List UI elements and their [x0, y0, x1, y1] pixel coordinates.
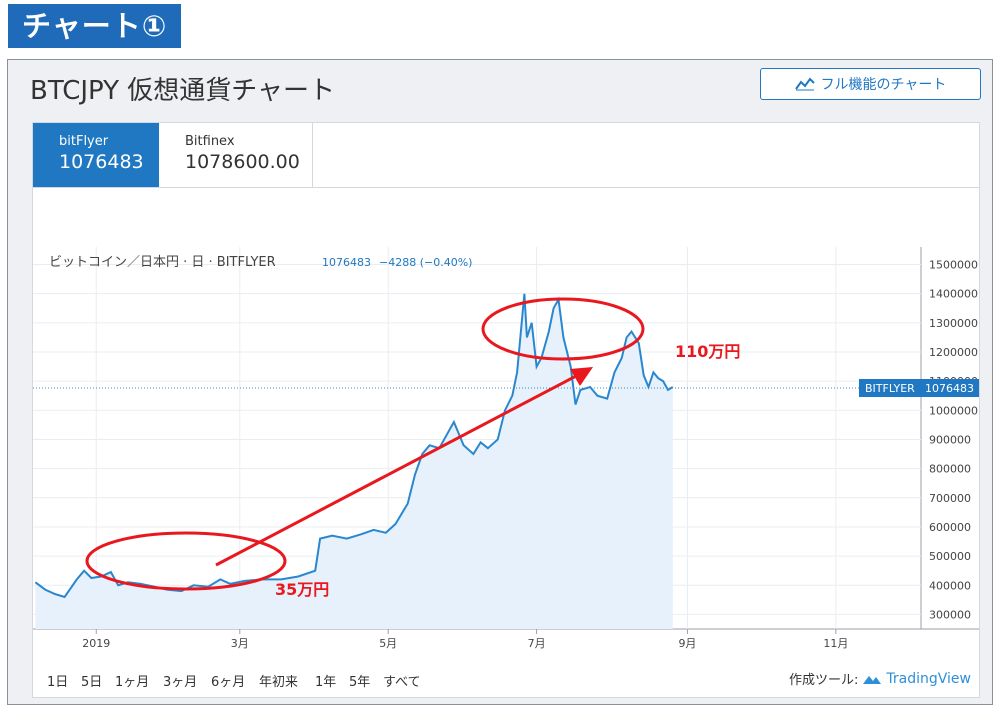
credit-brand[interactable]: TradingView [886, 670, 971, 687]
legend-change: −4288 (−0.40%) [379, 256, 472, 269]
price-tag-label: BITFLYER [865, 382, 915, 395]
legend-price: 1076483 [322, 256, 371, 269]
y-tick-label: 300000 [929, 608, 971, 621]
range-ytd-button[interactable]: 年初来 [259, 675, 299, 690]
high-price-annotation: 110万円 [675, 342, 740, 361]
full-chart-button[interactable]: フル機能のチャート [760, 68, 981, 100]
tradingview-logo-icon [863, 675, 882, 684]
low-price-annotation: 35万円 [275, 580, 329, 599]
price-tag-value: 1076483 [925, 382, 974, 395]
section-heading: チャート① [8, 4, 182, 48]
y-tick-label: 1200000 [929, 346, 978, 359]
chart-icon [794, 77, 815, 91]
trend-arrow [215, 373, 579, 567]
tab-bitflyer[interactable]: bitFlyer 1076483 [33, 123, 159, 187]
range-5d-button[interactable]: 5日 [81, 675, 103, 690]
page-title: BTCJPY 仮想通貨チャート [30, 76, 336, 106]
range-1d-button[interactable]: 1日 [47, 675, 69, 690]
range-3m-button[interactable]: 3ヶ月 [163, 675, 198, 690]
x-tick-label: 11月 [823, 637, 848, 650]
legend-symbol: ビットコイン／日本円 · 日 · BITFLYER [49, 255, 276, 270]
tab-divider [33, 187, 979, 188]
arrow-head-icon [570, 367, 593, 386]
chart-widget: BTCJPY 仮想通貨チャート フル機能のチャート bitFlyer 10764… [7, 59, 993, 705]
y-tick-label: 800000 [929, 463, 971, 476]
range-toolbar: 1日 5日 1ヶ月 3ヶ月 6ヶ月 年初来 1年 5年 すべて 作成ツール: T… [33, 659, 979, 697]
price-chart[interactable]: 300000 400000 500000 600000 700000 800000 9000… [33, 123, 979, 697]
y-tick-label: 700000 [929, 492, 971, 505]
full-chart-label: フル機能のチャート [820, 77, 947, 93]
y-tick-label: 900000 [929, 433, 971, 446]
price-area [35, 293, 673, 629]
y-tick-label: 1300000 [929, 317, 978, 330]
range-all-button[interactable]: すべて [383, 675, 421, 690]
price-tag: BITFLYER 1076483 [859, 378, 979, 397]
range-1y-button[interactable]: 1年 [315, 675, 337, 690]
exchange-price: 1078600.00 [185, 151, 300, 173]
exchange-price: 1076483 [59, 151, 144, 173]
y-tick-label: 1500000 [929, 258, 978, 271]
exchange-name: bitFlyer [59, 134, 109, 149]
x-tick-label: 7月 [528, 637, 546, 650]
x-tick-label: 9月 [678, 637, 696, 650]
x-tick-label: 5月 [379, 637, 397, 650]
y-tick-label: 1000000 [929, 404, 978, 417]
range-1m-button[interactable]: 1ヶ月 [115, 675, 150, 690]
x-tick-label: 2019 [82, 637, 110, 650]
exchange-name: Bitfinex [185, 134, 235, 149]
y-tick-label: 1400000 [929, 288, 978, 301]
credit-prefix: 作成ツール: [789, 673, 859, 688]
y-tick-label: 500000 [929, 550, 971, 563]
chart-card: bitFlyer 1076483 Bitfinex 1078600.00 300… [32, 122, 980, 698]
range-5y-button[interactable]: 5年 [349, 675, 371, 690]
range-6m-button[interactable]: 6ヶ月 [211, 675, 246, 690]
y-tick-label: 400000 [929, 579, 971, 592]
high-range-ellipse [481, 297, 645, 361]
y-tick-label: 600000 [929, 521, 971, 534]
tab-bitfinex[interactable]: Bitfinex 1078600.00 [159, 123, 313, 187]
x-tick-label: 3月 [231, 637, 249, 650]
low-range-ellipse [85, 531, 287, 591]
credit: 作成ツール: TradingView [789, 669, 971, 689]
